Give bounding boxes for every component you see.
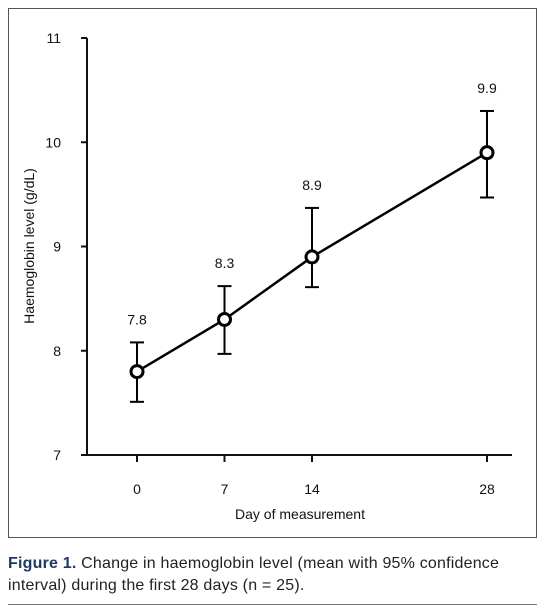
y-tick-label: 11 <box>46 30 61 46</box>
y-axis-label: Haemoglobin level (g/dL) <box>21 168 37 324</box>
data-line <box>136 151 488 373</box>
caption-text: Change in haemoglobin level (mean with 9… <box>8 555 500 594</box>
caption: Figure 1. Change in haemoglobin level (m… <box>8 553 538 597</box>
data-point <box>217 311 232 327</box>
data-label: 7.8 <box>127 311 147 327</box>
caption-label: Figure 1. <box>8 555 77 572</box>
y-tick-label: 7 <box>53 447 61 463</box>
data-point <box>479 145 495 161</box>
x-tick-label: 7 <box>221 481 229 497</box>
x-tick-label: 14 <box>304 481 320 497</box>
x-tick-label: 0 <box>133 481 141 497</box>
data-point <box>304 249 320 265</box>
caption-rule <box>8 604 537 605</box>
data-label: 8.9 <box>302 177 322 193</box>
x-tick-label: 28 <box>479 481 495 497</box>
data-label: 8.3 <box>215 255 235 271</box>
chart: Day of measurement Haemoglobin level (g/… <box>21 30 512 522</box>
data-point <box>129 364 145 380</box>
y-tick-label: 10 <box>45 134 61 150</box>
data-label: 9.9 <box>477 80 497 96</box>
x-axis-label: Day of measurement <box>235 506 365 522</box>
chart-frame <box>8 8 537 538</box>
y-tick-label: 8 <box>53 343 61 359</box>
y-tick-label: 9 <box>53 239 61 255</box>
